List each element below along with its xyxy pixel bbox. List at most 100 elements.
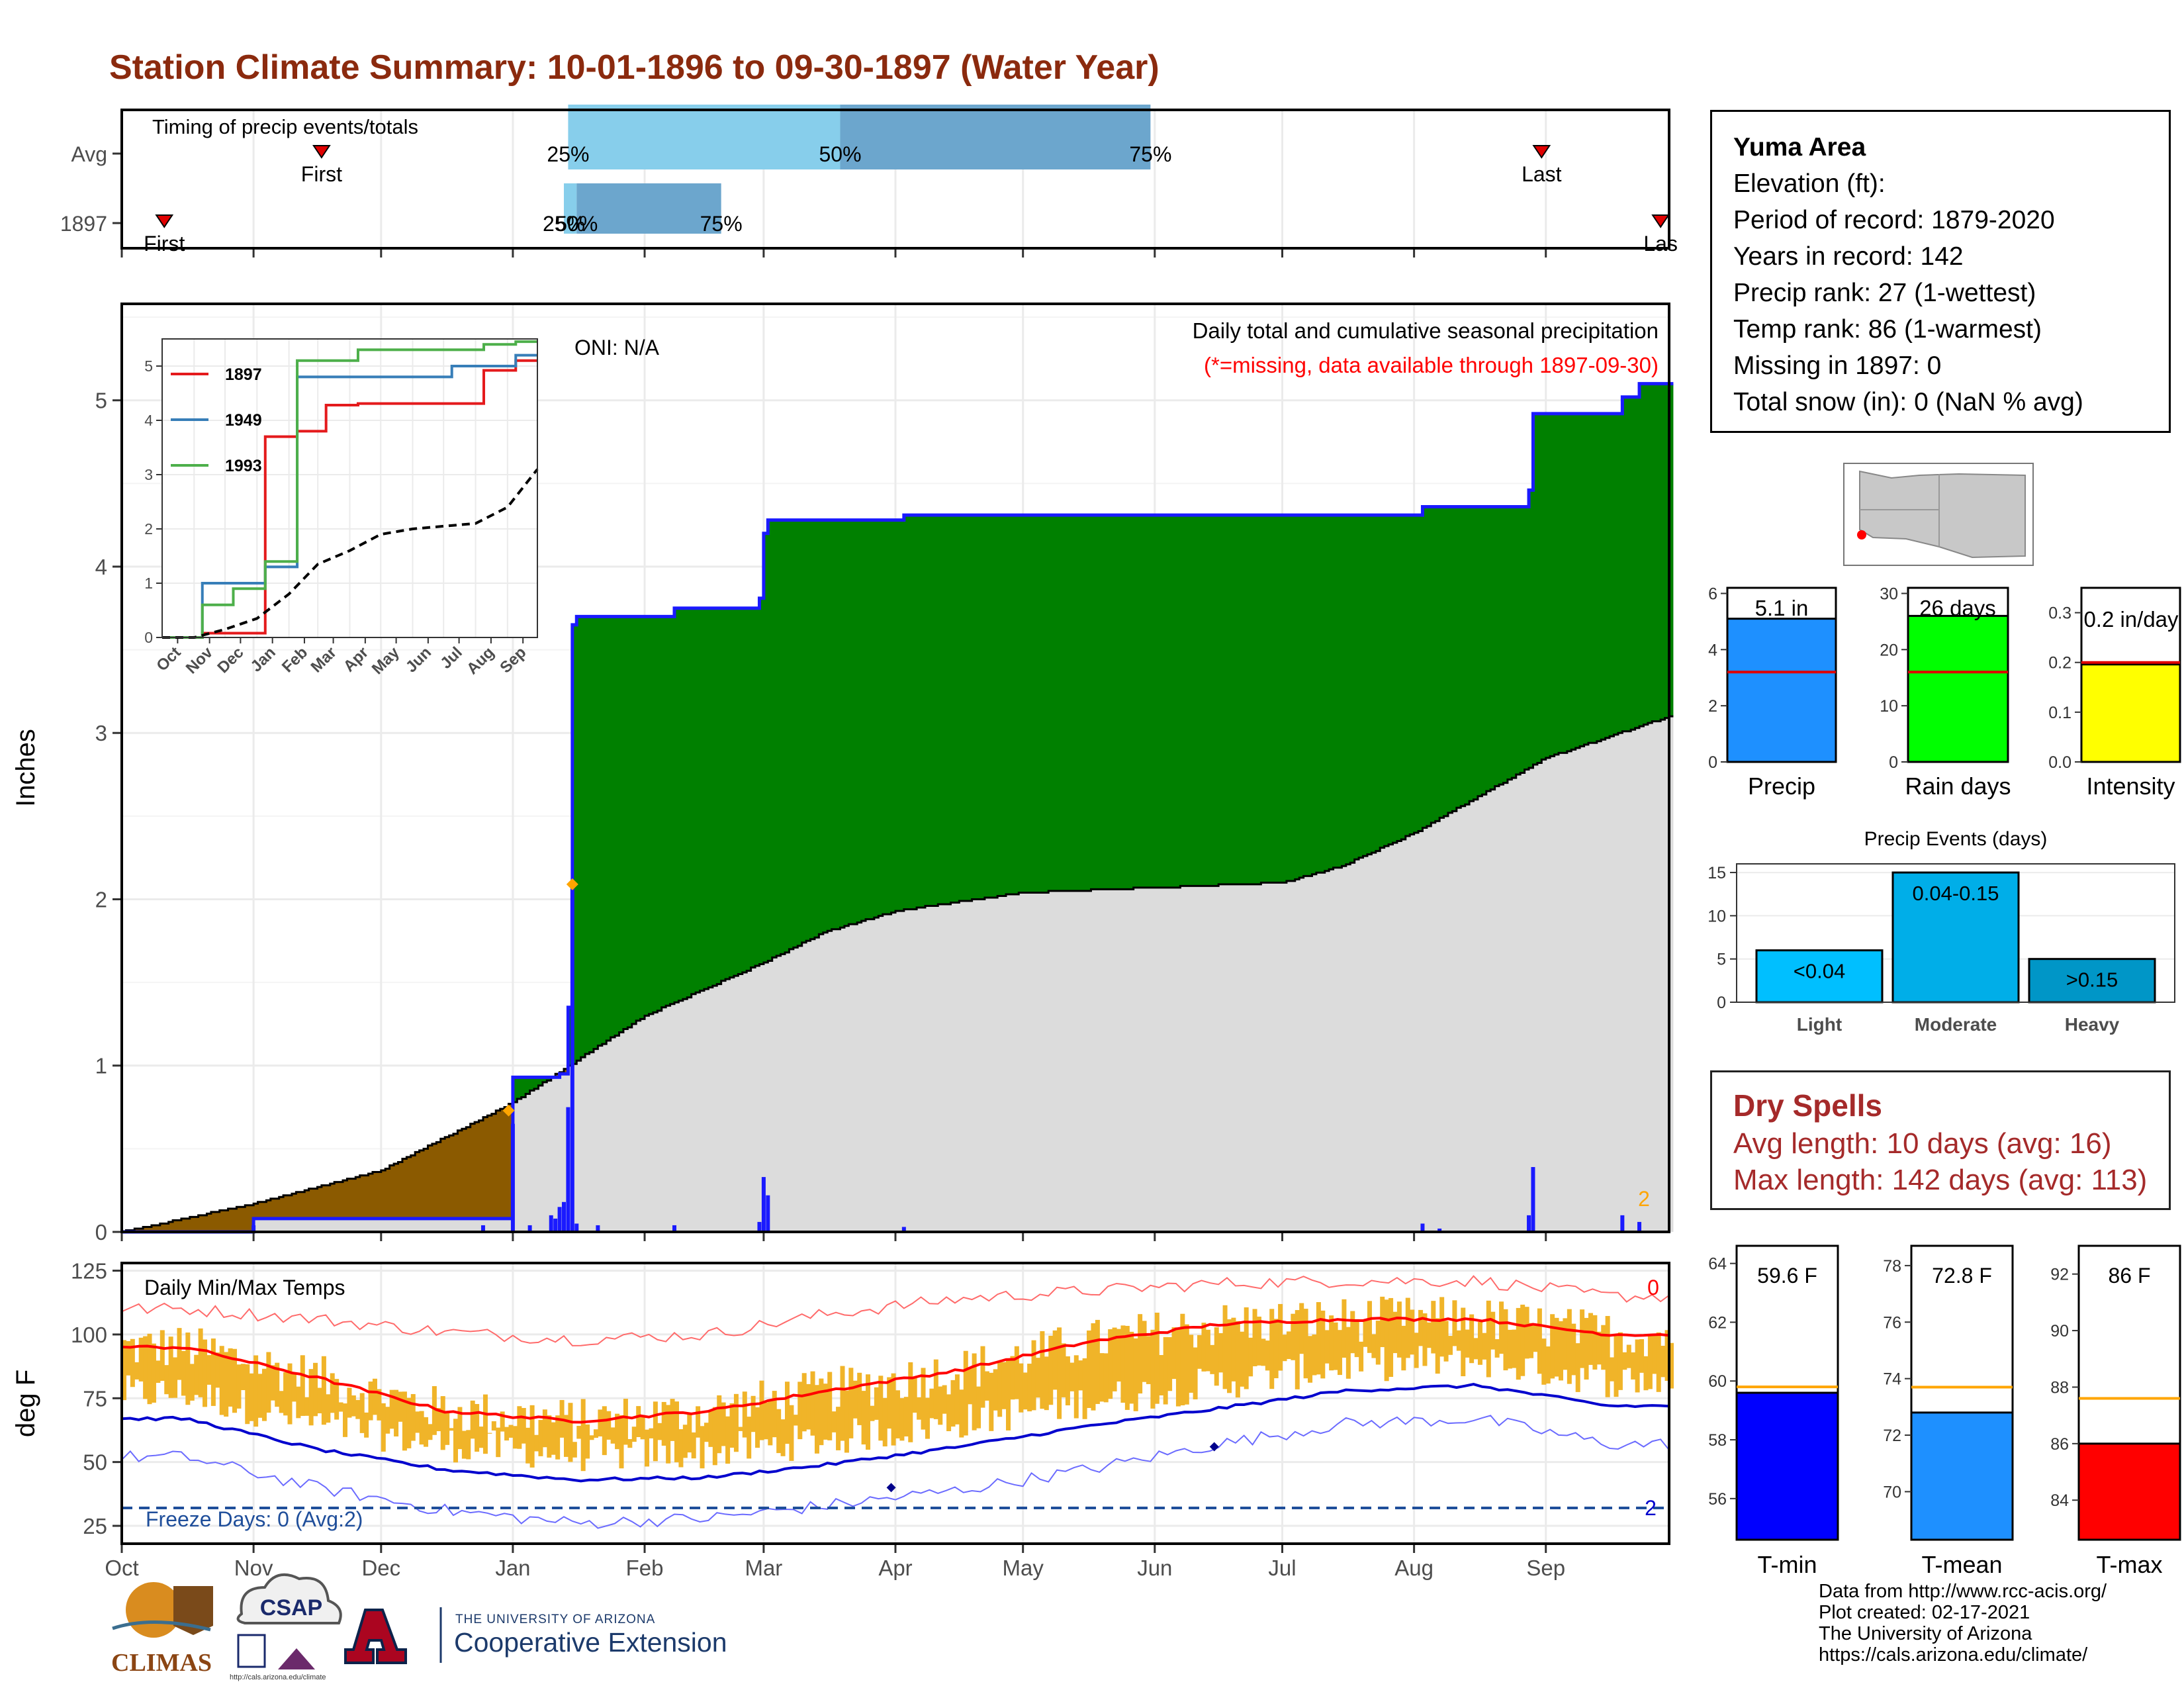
daily-temp-range-bar: [1333, 1322, 1338, 1370]
summary-y-tick-label: 0.3: [2048, 604, 2071, 623]
summary-y-tick-label: 0.2: [2048, 654, 2071, 673]
daily-temp-range-bar: [738, 1427, 743, 1431]
daily-temp-range-bar: [929, 1388, 934, 1419]
daily-temp-range-bar: [449, 1428, 454, 1431]
daily-temp-range-bar: [1019, 1363, 1024, 1413]
daily-temp-range-bar: [457, 1407, 463, 1450]
station-missing: Missing in 1897: 0: [1733, 352, 1942, 380]
daily-temp-range-bar: [470, 1400, 475, 1439]
daily-temp-range-bar: [1061, 1343, 1066, 1397]
daily-precip-bar: [1531, 1167, 1535, 1232]
daily-temp-range-bar: [946, 1394, 952, 1432]
tsummary-y-tick-label: 78: [1883, 1257, 1901, 1276]
daily-precip-bar: [557, 1207, 562, 1232]
temperature-summary-bars: 56 58 60 62 64 59.6 F T-min 70 72 74 76 78 72.8 F T-m…: [1708, 1244, 2181, 1578]
daily-precip-bar: [1420, 1223, 1425, 1232]
daily-temp-range-bar: [1592, 1315, 1598, 1370]
tsummary-bar-T-max: [2077, 1442, 2181, 1541]
inset-y-tick-label: 1: [144, 575, 153, 592]
summary-label: Precip: [1748, 773, 1815, 800]
daily-temp-range-bar: [134, 1362, 140, 1380]
daily-temp-range-bar: [291, 1372, 296, 1402]
events-y-tick-label: 5: [1717, 951, 1726, 969]
daily-temp-range-bar: [615, 1413, 620, 1450]
csap-logo-url: http://cals.arizona.edu/climate: [230, 1673, 326, 1681]
daily-temp-range-bar: [1422, 1313, 1428, 1366]
station-years: Years in record: 142: [1733, 242, 1964, 271]
daily-temp-range-bar: [1338, 1330, 1343, 1376]
daily-temp-range-bar: [377, 1389, 382, 1421]
daily-temp-range-bar: [780, 1419, 786, 1456]
daily-temp-range-bar: [1222, 1305, 1228, 1389]
daily-temp-range-bar: [296, 1386, 301, 1419]
daily-temp-range-bar: [882, 1397, 887, 1447]
daily-temp-range-bar: [245, 1364, 250, 1425]
daily-temp-range-bar: [1218, 1333, 1224, 1373]
daily-temp-range-bar: [538, 1420, 543, 1456]
daily-temp-range-bar: [1626, 1344, 1631, 1368]
daily-temp-range-bar: [338, 1402, 343, 1412]
daily-temp-range-bar: [1596, 1331, 1602, 1365]
daily-temp-range-bar: [1001, 1362, 1007, 1409]
daily-temp-range-bar: [385, 1407, 390, 1434]
tsummary-y-tick-label: 92: [2050, 1266, 2069, 1284]
daily-temp-range-bar: [334, 1379, 340, 1420]
timing-bar-25-50: [568, 105, 841, 169]
daily-temp-range-bar: [870, 1405, 875, 1421]
daily-temp-range-bar: [691, 1432, 696, 1459]
temp-x-tick-label: Jul: [1268, 1556, 1296, 1580]
temp-y-tick-label: 75: [83, 1386, 107, 1411]
daily-temp-range-bar: [623, 1399, 628, 1445]
daily-temp-range-bar: [640, 1415, 645, 1440]
daily-temp-range-bar: [453, 1419, 459, 1463]
inset-series-line-1897: [162, 359, 537, 639]
daily-temp-range-bar: [797, 1382, 803, 1440]
daily-temp-range-bar: [1520, 1304, 1525, 1376]
daily-temp-range-bar: [440, 1396, 445, 1450]
events-y-tick-label: 15: [1707, 864, 1726, 882]
daily-precip-bar: [566, 1107, 570, 1232]
temp-x-tick-label: Sep: [1526, 1556, 1565, 1580]
summary-label: Rain days: [1905, 773, 2011, 800]
daily-temp-range-bar: [1324, 1330, 1330, 1364]
daily-temp-range-bar: [1647, 1335, 1653, 1389]
daily-temp-range-bar: [368, 1382, 373, 1421]
events-bar-moderate: [1891, 871, 2020, 1004]
daily-temp-range-bar: [763, 1402, 768, 1440]
daily-temp-range-bar: [755, 1407, 760, 1448]
daily-temp-range-bar: [1529, 1323, 1534, 1358]
inset-legend-label: 1993: [225, 457, 262, 475]
above-normal-area: [568, 383, 1674, 1066]
daily-temp-range-bar: [177, 1328, 182, 1380]
daily-precip-bar: [901, 1227, 906, 1232]
daily-temp-range-bar: [674, 1401, 680, 1463]
daily-temp-range-bar: [1048, 1335, 1054, 1405]
daily-temp-range-bar: [1669, 1342, 1674, 1389]
daily-temp-range-bar: [747, 1417, 752, 1459]
daily-temp-range-bar: [721, 1402, 726, 1446]
daily-temp-range-bar: [772, 1391, 777, 1438]
daily-precip-bar: [570, 882, 574, 1232]
daily-temp-range-bar: [725, 1416, 731, 1464]
daily-temp-range-bar: [1396, 1301, 1402, 1358]
daily-temp-range-bar: [1410, 1309, 1415, 1355]
daily-temp-range-bar: [572, 1442, 577, 1458]
daily-temp-range-bar: [1656, 1332, 1661, 1392]
summary-label: Intensity: [2086, 773, 2175, 800]
daily-temp-range-bar: [1473, 1338, 1479, 1360]
daily-temp-range-bar: [1295, 1310, 1300, 1389]
tsummary-bar-T-mean: [1910, 1411, 2014, 1541]
temp-x-tick-label: Nov: [234, 1556, 273, 1580]
daily-temp-range-bar: [466, 1430, 471, 1460]
daily-temp-range-bar: [1537, 1308, 1542, 1374]
daily-temp-range-bar: [478, 1427, 484, 1448]
daily-temp-range-bar: [1014, 1346, 1019, 1399]
daily-temp-range-bar: [1116, 1329, 1122, 1382]
record-max-temp-line: [121, 1275, 1670, 1346]
tsummary-y-tick-label: 74: [1883, 1370, 1901, 1389]
daily-temp-range-bar: [1231, 1317, 1236, 1382]
daily-temp-range-bar: [542, 1409, 547, 1448]
daily-temp-range-bar: [593, 1429, 598, 1438]
